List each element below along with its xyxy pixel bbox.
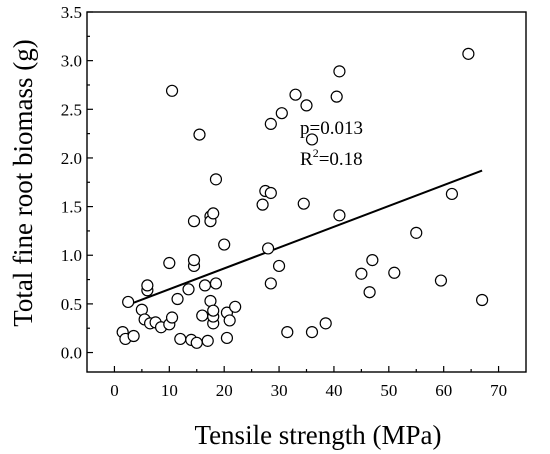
x-tick-label: 10 [161, 381, 178, 400]
data-point [218, 238, 231, 251]
x-tick-label: 60 [435, 381, 452, 400]
data-point [264, 186, 277, 200]
data-point [272, 259, 286, 273]
y-axis-title: Total fine root biomass (g) [8, 39, 38, 327]
x-axis-title: Tensile strength (MPa) [194, 420, 441, 450]
data-point [174, 332, 187, 346]
data-point [171, 292, 184, 306]
data-point [201, 334, 214, 347]
data-point [366, 254, 379, 267]
r-squared-annotation: R2=0.18 [300, 146, 363, 170]
data-point [410, 226, 423, 239]
data-point [187, 215, 201, 228]
data-point [388, 266, 401, 279]
data-point [275, 107, 288, 120]
data-point [355, 267, 368, 280]
data-point [363, 286, 376, 299]
x-tick-label: 0 [110, 381, 119, 400]
data-point [209, 277, 223, 290]
data-point [333, 209, 346, 222]
y-tick-label: 0.5 [61, 295, 82, 314]
regression-line [127, 169, 483, 306]
y-tick-label: 2.0 [61, 149, 82, 168]
data-point [330, 90, 343, 103]
y-tick-label: 3.0 [61, 52, 82, 71]
data-point [165, 311, 179, 324]
data-point [289, 88, 302, 101]
y-tick-label: 1.0 [61, 246, 82, 265]
x-tick-label: 30 [271, 381, 288, 400]
data-point [141, 279, 154, 292]
data-point [264, 277, 277, 290]
data-point [462, 47, 475, 60]
data-point [187, 254, 201, 267]
data-points [116, 47, 489, 349]
data-point [305, 326, 319, 339]
data-point [229, 300, 242, 313]
p-value-annotation: p=0.013 [300, 118, 363, 139]
data-point [209, 173, 223, 186]
x-tick-label: 20 [216, 381, 233, 400]
data-point [198, 279, 212, 292]
data-point [193, 128, 206, 141]
data-point [434, 274, 448, 287]
data-point [300, 99, 313, 112]
data-point [196, 309, 209, 322]
x-tick-label: 70 [490, 381, 507, 400]
data-point [223, 314, 236, 327]
data-point [182, 283, 195, 296]
x-tick-label: 50 [380, 381, 397, 400]
data-point [281, 326, 294, 339]
y-tick-label: 3.5 [61, 3, 82, 22]
data-point [207, 304, 220, 317]
data-point [305, 133, 319, 146]
data-point [122, 295, 135, 309]
data-point [190, 336, 203, 349]
y-tick-label: 2.5 [61, 100, 82, 119]
data-point [297, 197, 310, 210]
data-point [445, 187, 459, 201]
data-point [207, 207, 220, 220]
data-point [163, 256, 176, 270]
data-point [165, 84, 179, 97]
plot-area: 0 10 20 30 40 50 60 70 0.0 0.5 1.0 1.5 2.0 2.5 3.0 3.5 [61, 3, 527, 400]
y-tick-label: 1.5 [61, 198, 82, 217]
data-point [264, 117, 277, 130]
data-point [333, 65, 346, 78]
data-point [127, 329, 140, 343]
data-point [476, 293, 489, 307]
data-point [319, 317, 332, 330]
y-tick-label: 0.0 [61, 344, 82, 363]
data-point [261, 242, 275, 255]
x-tick-label: 40 [325, 381, 342, 400]
data-point [220, 331, 234, 345]
data-point [256, 198, 269, 211]
